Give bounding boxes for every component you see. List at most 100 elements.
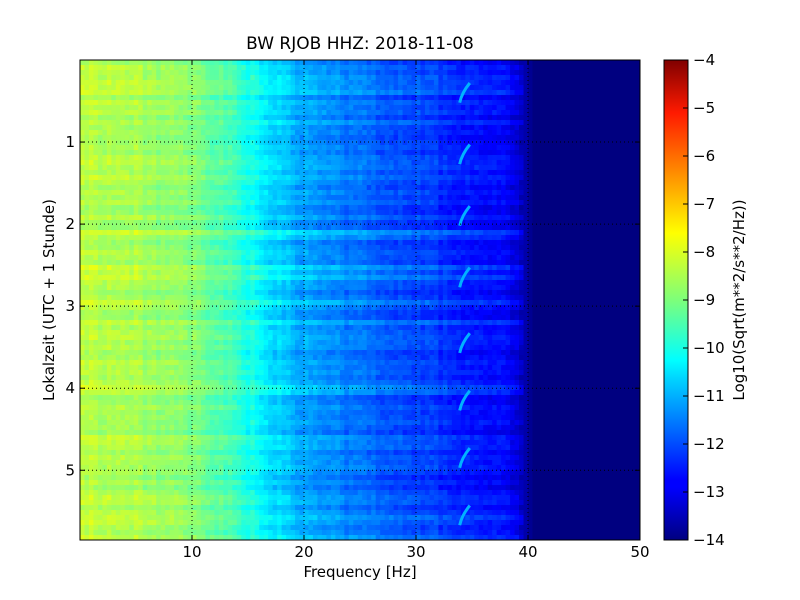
heatmap-cell bbox=[299, 185, 305, 191]
heatmap-cell bbox=[165, 145, 171, 151]
heatmap-cell bbox=[420, 235, 426, 241]
heatmap-cell bbox=[541, 180, 547, 186]
heatmap-cell bbox=[326, 235, 332, 241]
heatmap-cell bbox=[115, 220, 121, 226]
heatmap-cell bbox=[165, 205, 171, 211]
heatmap-cell bbox=[478, 85, 484, 91]
heatmap-cell bbox=[420, 120, 426, 126]
heatmap-cell bbox=[160, 255, 166, 261]
heatmap-cell bbox=[308, 180, 314, 186]
heatmap-cell bbox=[312, 200, 319, 206]
heatmap-cell bbox=[263, 135, 269, 141]
heatmap-cell bbox=[366, 160, 372, 166]
heatmap-cell bbox=[174, 245, 180, 251]
heatmap-cell bbox=[245, 90, 251, 96]
heatmap-cell bbox=[451, 130, 457, 136]
heatmap-cell bbox=[227, 150, 233, 156]
heatmap-cell bbox=[80, 65, 86, 71]
heatmap-cell bbox=[424, 235, 431, 241]
heatmap-cell bbox=[348, 250, 354, 256]
heatmap-cell bbox=[299, 90, 305, 96]
heatmap-cell bbox=[393, 80, 399, 86]
heatmap-cell bbox=[456, 75, 462, 81]
heatmap-cell bbox=[183, 100, 189, 106]
heatmap-cell bbox=[501, 195, 507, 201]
heatmap-cell bbox=[236, 155, 242, 161]
heatmap-cell bbox=[200, 145, 207, 151]
heatmap-cell bbox=[442, 200, 448, 206]
heatmap-cell bbox=[577, 175, 583, 181]
heatmap-cell bbox=[586, 130, 592, 136]
heatmap-cell bbox=[554, 125, 560, 131]
heatmap-cell bbox=[451, 70, 457, 76]
heatmap-cell bbox=[344, 245, 350, 251]
heatmap-cell bbox=[451, 90, 457, 96]
heatmap-cell bbox=[178, 90, 184, 96]
heatmap-cell bbox=[384, 125, 390, 131]
heatmap-cell bbox=[604, 240, 610, 246]
heatmap-cell bbox=[613, 195, 619, 201]
heatmap-cell bbox=[389, 250, 395, 256]
heatmap-cell bbox=[348, 205, 354, 211]
heatmap-cell bbox=[129, 240, 135, 246]
heatmap-cell bbox=[559, 145, 565, 151]
heatmap-cell bbox=[550, 240, 556, 246]
heatmap-cell bbox=[581, 155, 587, 161]
heatmap-cell bbox=[277, 240, 283, 246]
heatmap-cell bbox=[84, 205, 90, 211]
heatmap-cell bbox=[438, 145, 444, 151]
heatmap-cell bbox=[465, 115, 471, 121]
heatmap-cell bbox=[120, 235, 126, 241]
heatmap-cell bbox=[371, 130, 377, 136]
heatmap-cell bbox=[335, 125, 341, 131]
heatmap-cell bbox=[187, 220, 193, 226]
heatmap-cell bbox=[133, 160, 139, 166]
heatmap-cell bbox=[398, 155, 404, 161]
heatmap-cell bbox=[106, 135, 112, 141]
heatmap-cell bbox=[312, 175, 319, 181]
heatmap-cell bbox=[514, 180, 520, 186]
heatmap-cell bbox=[550, 165, 556, 171]
heatmap-cell bbox=[635, 160, 640, 166]
heatmap-cell bbox=[254, 150, 260, 156]
heatmap-cell bbox=[147, 195, 153, 201]
heatmap-cell bbox=[115, 175, 121, 181]
heatmap-cell bbox=[581, 135, 587, 141]
heatmap-cell bbox=[608, 85, 614, 91]
heatmap-cell bbox=[344, 205, 350, 211]
heatmap-cell bbox=[371, 250, 377, 256]
heatmap-cell bbox=[295, 180, 301, 186]
heatmap-cell bbox=[366, 60, 372, 66]
heatmap-cell bbox=[277, 80, 283, 86]
heatmap-cell bbox=[205, 200, 211, 206]
heatmap-cell bbox=[183, 145, 189, 151]
heatmap-cell bbox=[599, 135, 605, 141]
heatmap-cell bbox=[460, 195, 466, 201]
heatmap-cell bbox=[321, 60, 327, 66]
heatmap-cell bbox=[111, 145, 117, 151]
heatmap-cell bbox=[474, 210, 480, 216]
heatmap-cell bbox=[523, 165, 529, 171]
heatmap-cell bbox=[115, 210, 121, 216]
heatmap-cell bbox=[254, 130, 260, 136]
heatmap-cell bbox=[268, 240, 274, 246]
heatmap-cell bbox=[147, 230, 153, 236]
heatmap-cell bbox=[438, 180, 444, 186]
heatmap-cell bbox=[209, 140, 215, 146]
heatmap-cell bbox=[402, 135, 408, 141]
heatmap-cell bbox=[169, 220, 175, 226]
heatmap-cell bbox=[371, 125, 377, 131]
heatmap-cell bbox=[142, 150, 148, 156]
heatmap-cell bbox=[581, 225, 587, 231]
heatmap-cell bbox=[389, 185, 395, 191]
heatmap-cell bbox=[335, 220, 341, 226]
heatmap-cell bbox=[586, 230, 592, 236]
heatmap-cell bbox=[326, 160, 332, 166]
heatmap-cell bbox=[174, 110, 180, 116]
heatmap-cell bbox=[496, 105, 502, 111]
heatmap-cell bbox=[456, 205, 462, 211]
heatmap-cell bbox=[250, 80, 256, 86]
heatmap-cell bbox=[563, 90, 569, 96]
heatmap-cell bbox=[227, 95, 233, 101]
heatmap-cell bbox=[389, 135, 395, 141]
